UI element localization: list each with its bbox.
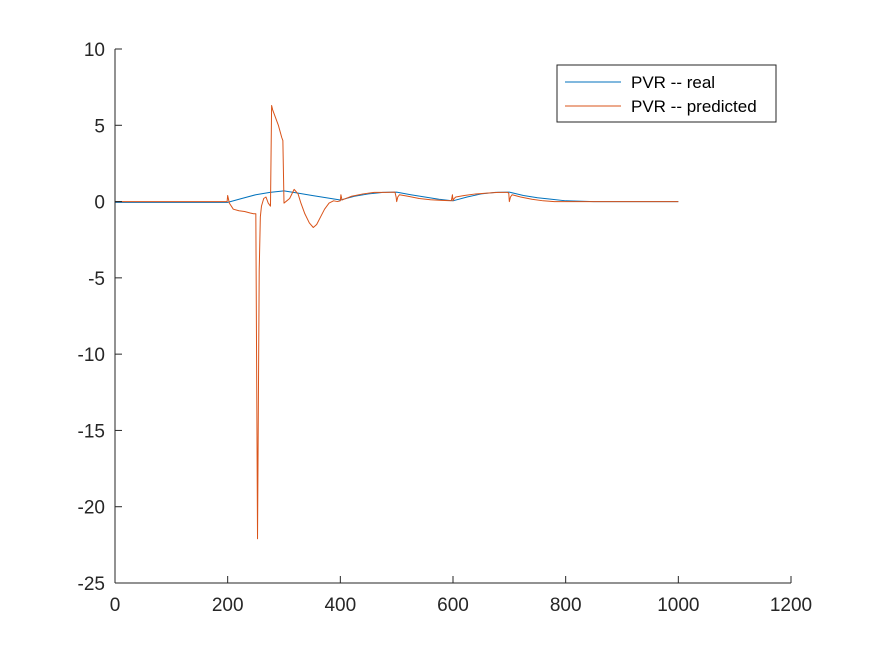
x-tick-label: 1000 [657, 595, 699, 616]
x-tick-label: 400 [324, 595, 356, 616]
legend-box [556, 64, 777, 123]
y-tick-label: 0 [94, 193, 105, 214]
y-tick-label: -15 [78, 421, 105, 442]
legend-label: PVR -- real [631, 73, 715, 92]
x-tick-label: 1200 [770, 595, 812, 616]
axes: 0 200 400 600 800 1000 1200 10 5 0 -5 -10 -15 -20 -25 [78, 40, 813, 616]
x-tick-label: 600 [437, 595, 469, 616]
x-tick-label: 0 [110, 595, 121, 616]
y-tick-label: 5 [94, 116, 105, 137]
y-tick-label: -5 [88, 269, 105, 290]
x-tick-label: 200 [212, 595, 244, 616]
legend: PVR -- real PVR -- predicted [556, 64, 777, 123]
series-line-real [115, 190, 679, 203]
plot-area [115, 49, 791, 583]
x-tick-label: 800 [550, 595, 582, 616]
legend-label: PVR -- predicted [631, 97, 757, 116]
y-tick-label: -10 [78, 345, 105, 366]
series-line-predicted [115, 104, 679, 540]
y-tick-label: -25 [78, 574, 105, 595]
y-tick-label: -20 [78, 498, 105, 519]
series-layer [115, 104, 679, 540]
y-tick-label: 10 [84, 40, 105, 61]
